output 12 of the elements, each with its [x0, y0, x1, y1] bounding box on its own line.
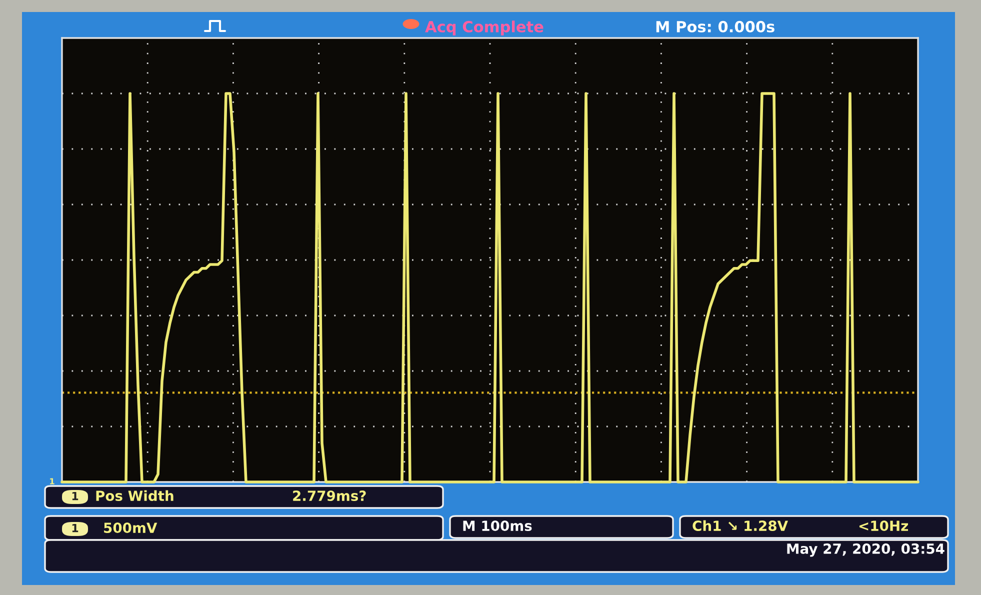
text: 500mV — [104, 522, 158, 534]
text: Ch1 ↘ 1.28V — [692, 520, 788, 532]
text: Pos Width — [96, 490, 174, 502]
text: M Pos: 0.000s — [656, 20, 774, 32]
text: <10Hz — [859, 520, 908, 532]
text: Acq Complete — [425, 20, 544, 36]
text: 1 — [72, 492, 78, 500]
text: May 27, 2020, 03:54 — [787, 543, 944, 557]
text: 1 — [72, 524, 78, 532]
text: 1 — [50, 478, 54, 484]
text: 2.779ms? — [293, 490, 366, 502]
text: M 100ms — [463, 520, 532, 532]
